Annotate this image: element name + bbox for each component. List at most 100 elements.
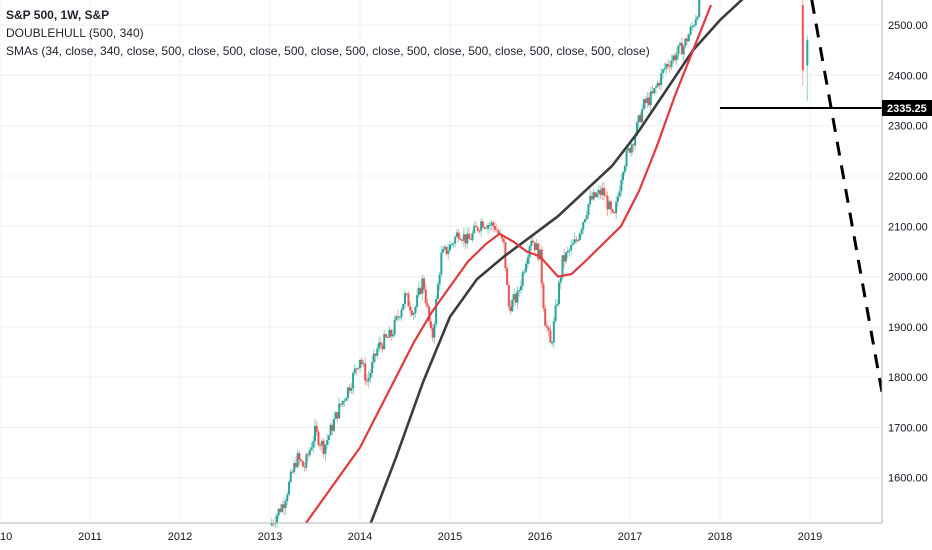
candle-body xyxy=(360,359,363,364)
candle-body xyxy=(667,64,670,66)
candle-body xyxy=(516,290,519,303)
candle-body xyxy=(608,201,611,210)
candle-body xyxy=(481,221,484,228)
candle-body xyxy=(592,192,595,200)
candle-body xyxy=(338,403,341,419)
candle-body xyxy=(609,201,612,210)
candle-body xyxy=(494,226,496,230)
candle-body xyxy=(622,172,625,181)
candle-body xyxy=(573,239,576,244)
candle-body xyxy=(474,225,477,227)
legend-symbol[interactable]: S&P 500, 1W, S&P xyxy=(6,8,110,22)
candle-body xyxy=(305,454,308,468)
candle-body xyxy=(658,82,661,86)
candle-body xyxy=(333,419,336,431)
candle-body xyxy=(694,19,697,26)
candle-body xyxy=(623,166,626,173)
candle-body xyxy=(350,388,353,391)
candle-body xyxy=(492,222,495,227)
candle-body xyxy=(571,243,574,246)
candle-body xyxy=(326,440,329,445)
candle-body xyxy=(589,195,592,205)
candle-body xyxy=(620,180,623,192)
y-tick-label: 1800.00 xyxy=(888,372,928,384)
candle-body xyxy=(506,268,509,286)
candle-body xyxy=(507,285,510,307)
candle-body xyxy=(374,353,377,356)
price-axis[interactable]: 1600.00 1700.00 1800.00 1900.00 2000.00 2100.… xyxy=(881,0,932,550)
candle-body xyxy=(459,238,462,240)
candle-body xyxy=(566,250,569,253)
projection-dashed-line xyxy=(810,0,884,393)
candle-body xyxy=(397,316,400,318)
candle-body xyxy=(336,412,339,419)
candle-body xyxy=(630,144,633,153)
candle-body xyxy=(632,144,635,146)
candle-body xyxy=(455,232,458,237)
candle-body xyxy=(393,319,396,335)
candle-body xyxy=(322,440,325,454)
candle-body xyxy=(310,447,313,451)
candle-body xyxy=(379,342,382,346)
candle-body xyxy=(696,16,699,20)
legend-indicator-doublehull[interactable]: DOUBLEHULL (500, 340) xyxy=(6,26,144,40)
candle-body xyxy=(532,240,535,243)
candle-body xyxy=(371,362,374,373)
candle-body xyxy=(687,34,690,42)
candle-body xyxy=(490,222,493,225)
candle-body xyxy=(438,274,441,285)
candle-body xyxy=(449,244,451,251)
candle-body xyxy=(525,263,528,272)
candle-body xyxy=(386,337,389,339)
candle-body xyxy=(561,255,564,278)
candle-body xyxy=(590,195,593,200)
candle-body xyxy=(523,271,526,273)
x-tick-label: 2011 xyxy=(78,531,102,543)
candle-body xyxy=(414,306,417,314)
candle-body xyxy=(334,412,337,420)
candle-body xyxy=(319,444,322,446)
candle-body xyxy=(540,249,543,284)
candle-body xyxy=(417,287,420,296)
candle-body xyxy=(606,195,609,210)
time-axis[interactable]: 2010 2011 2012 2013 2014 2015 2016 2017 2018 2019 xyxy=(0,522,882,543)
candle-body xyxy=(400,309,403,318)
candle-body xyxy=(641,109,644,123)
candle-body xyxy=(345,398,348,401)
candle-body xyxy=(270,522,273,526)
y-tick-label: 1700.00 xyxy=(888,422,928,434)
candle-body xyxy=(693,25,696,27)
candle-body xyxy=(409,306,412,311)
candle-body xyxy=(649,91,652,106)
candle-body xyxy=(367,378,370,382)
price-tag-label: 2335.25 xyxy=(887,103,927,115)
candle-body xyxy=(584,219,586,222)
candle-body xyxy=(656,82,659,87)
candle-body xyxy=(526,257,529,264)
candle-body xyxy=(801,5,804,71)
candle-body xyxy=(331,424,334,431)
candle-body xyxy=(642,99,645,110)
candle-body xyxy=(613,212,616,214)
candle-body xyxy=(698,0,701,17)
candle-body xyxy=(428,306,431,322)
candle-body xyxy=(478,230,481,232)
candle-body xyxy=(404,293,406,304)
candle-body xyxy=(395,316,398,320)
candle-body xyxy=(646,97,649,104)
candle-body xyxy=(410,310,413,315)
candle-body xyxy=(618,191,621,197)
candle-body xyxy=(398,317,401,319)
candle-body xyxy=(653,88,656,94)
candle-body xyxy=(661,69,664,74)
candle-body xyxy=(580,229,583,234)
legend-indicator-smas[interactable]: SMAs (34, close, 340, close, 500, close,… xyxy=(6,44,650,58)
candle-body xyxy=(294,463,297,468)
y-tick-label: 2100.00 xyxy=(888,221,928,233)
candle-body xyxy=(383,334,386,350)
candle-body xyxy=(388,329,391,338)
candle-body xyxy=(390,329,393,337)
candle-body xyxy=(542,283,545,309)
x-tick-label: 2012 xyxy=(168,531,192,543)
